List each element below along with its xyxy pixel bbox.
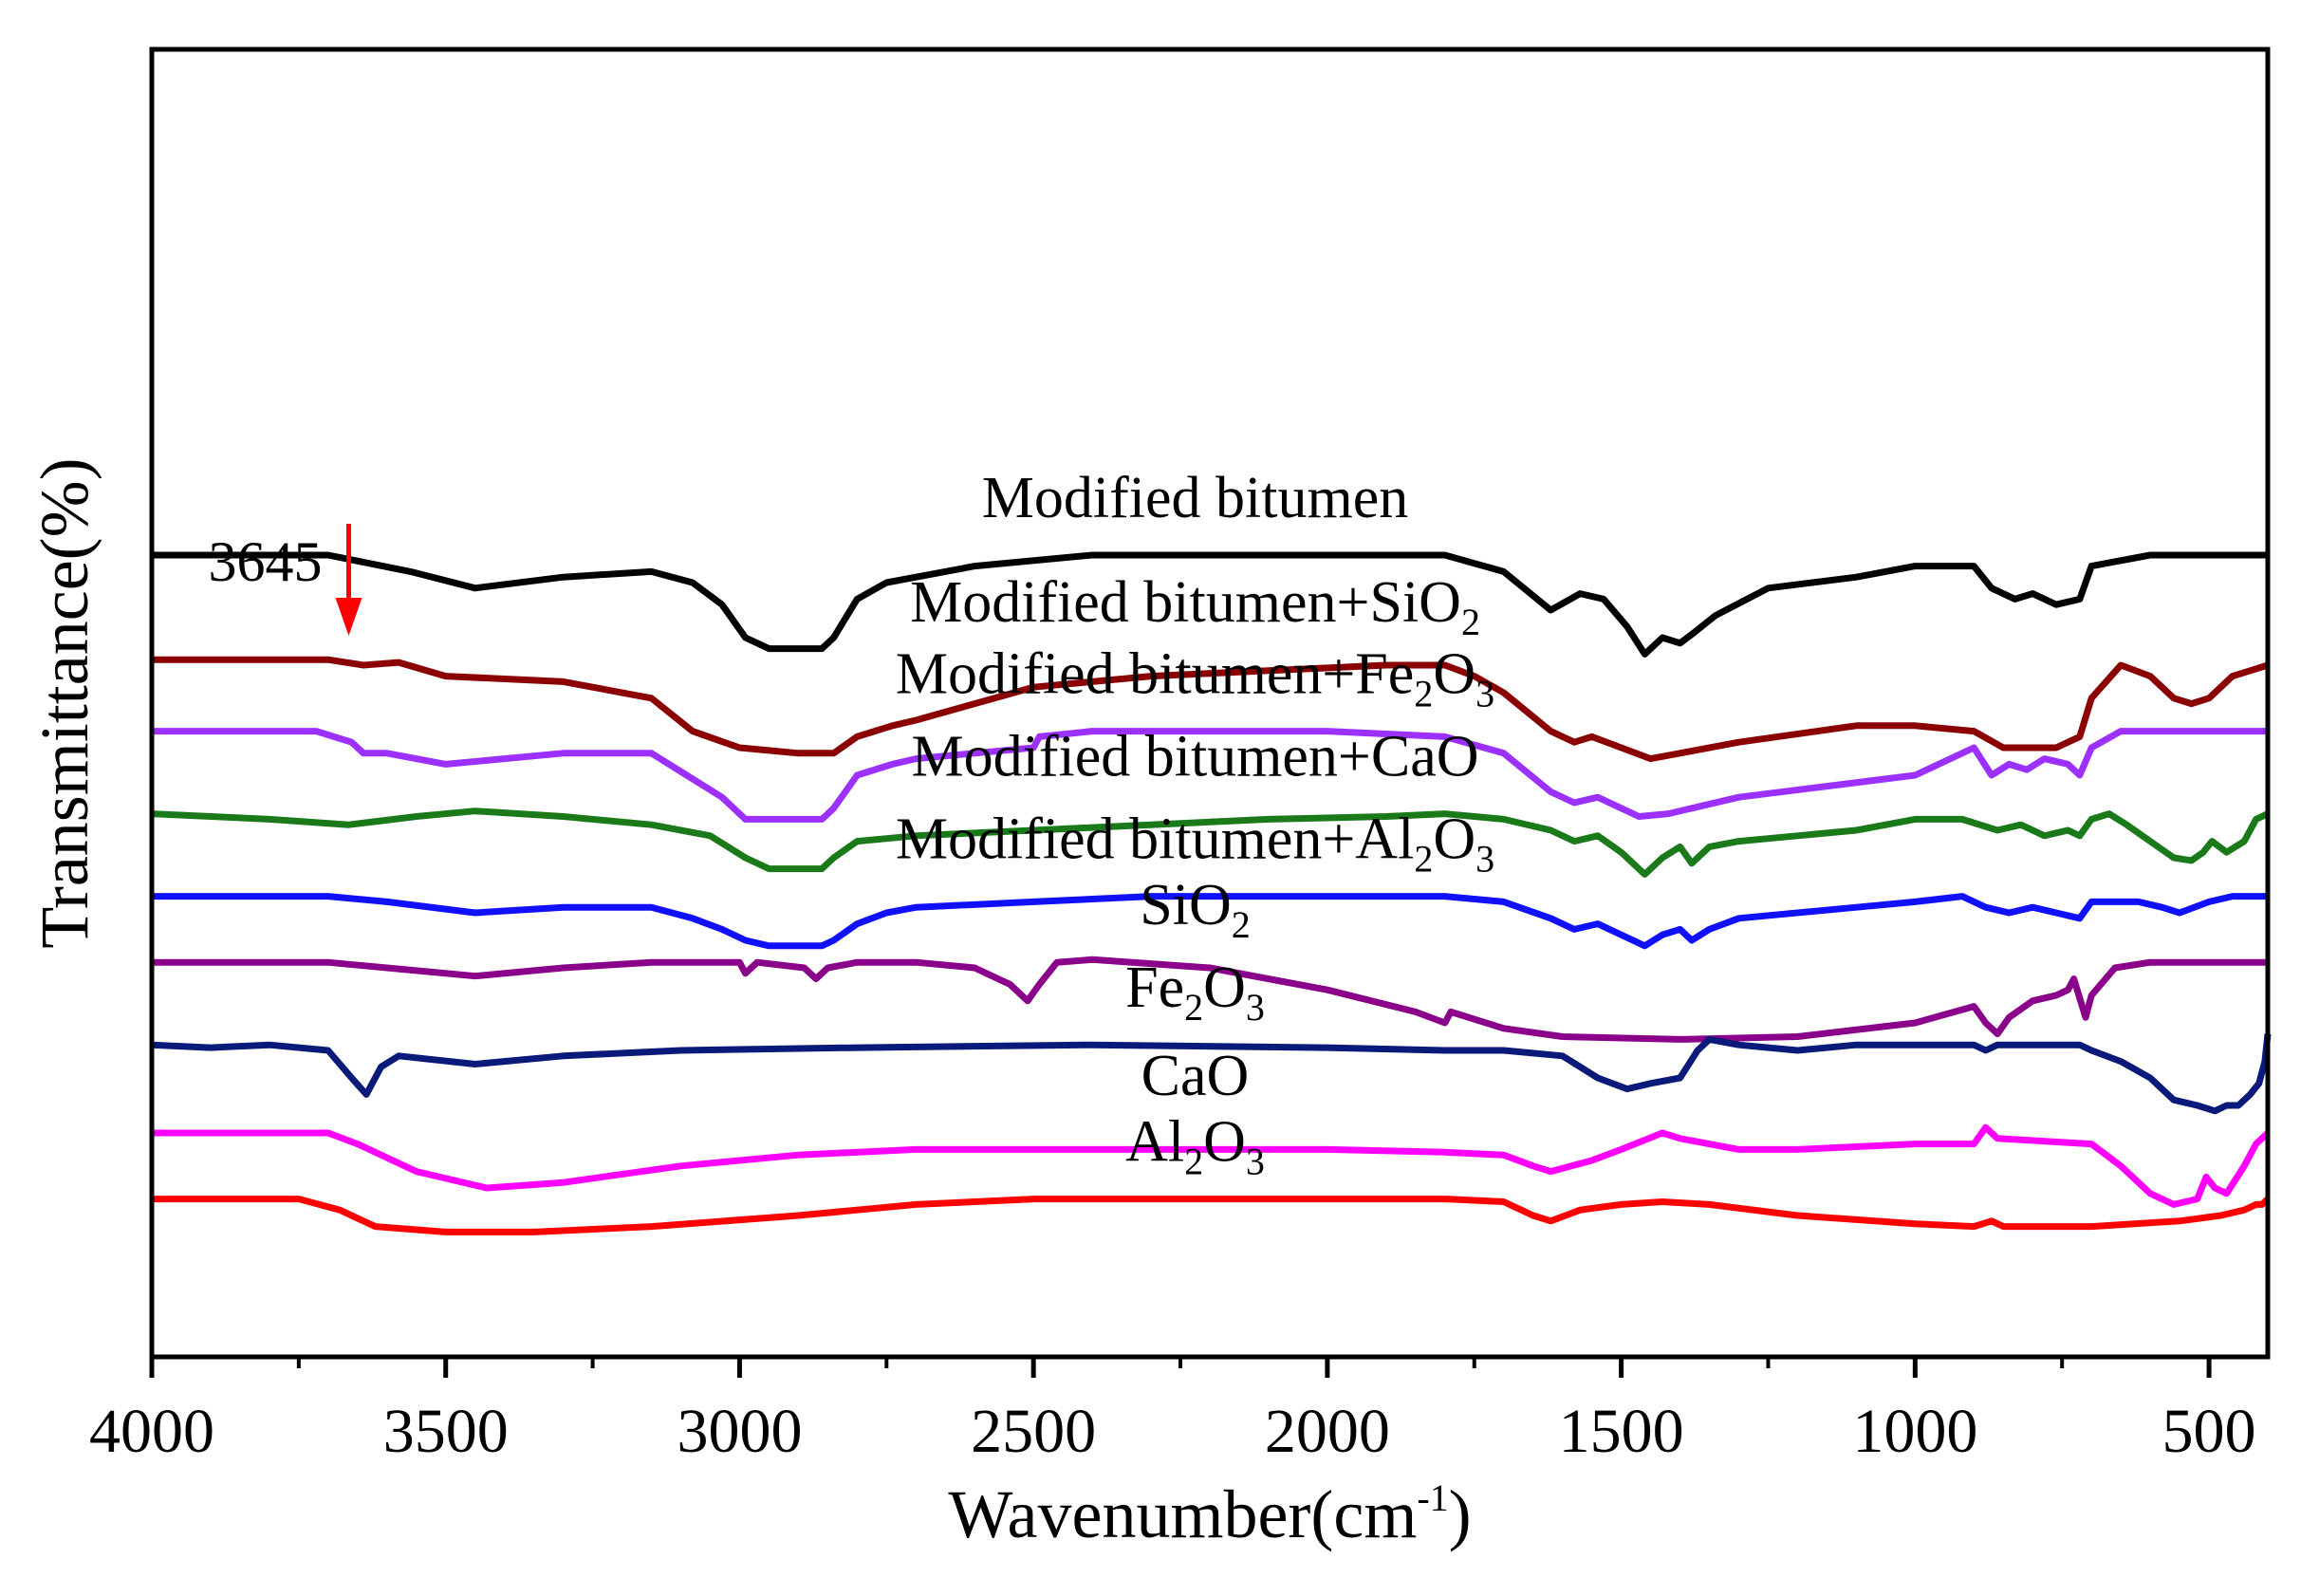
annotation-group: 3645 (209, 524, 362, 636)
x-tick-label: 3000 (677, 1397, 802, 1466)
series-label-modified-bitumen-fe2o3: Modified bitumen+Fe2O3 (896, 642, 1494, 715)
x-tick-label: 500 (2162, 1397, 2256, 1466)
x-tick-label: 3500 (383, 1397, 509, 1466)
series-line-modified-bitumen-al2o3 (152, 893, 2268, 950)
series-label-al2o3: Al2O3 (1125, 1110, 1265, 1183)
x-axis-ticks: 4000 3500 3000 2500 2000 1500 1000 500 (89, 1357, 2256, 1466)
x-tick-label: 1500 (1559, 1397, 1684, 1466)
series-curves (151, 551, 2272, 1235)
annotation-label: 3645 (209, 530, 323, 593)
series-label-modified-bitumen: Modified bitumen (982, 466, 1408, 530)
series-label-modified-bitumen-cao: Modified bitumen+CaO (911, 725, 1478, 789)
series-line-al2o3 (152, 1196, 2271, 1235)
x-tick-label: 1000 (1852, 1397, 1977, 1466)
series-label-sio2: SiO2 (1140, 873, 1250, 946)
series-line-modified-bitumen-cao (151, 807, 2270, 878)
series-line-modified-bitumen (152, 551, 2268, 658)
x-tick-label: 2500 (971, 1397, 1096, 1466)
x-axis-title: Wavenumber(cm-1) (948, 1476, 1471, 1552)
series-line-sio2 (152, 956, 2268, 1043)
x-tick-label: 2000 (1265, 1397, 1390, 1466)
series-line-modified-bitumen-fe2o3 (152, 728, 2268, 823)
x-tick-label: 4000 (89, 1397, 214, 1466)
series-label-modified-bitumen-al2o3: Modified bitumen+Al2O3 (896, 807, 1494, 881)
y-axis-title: Transmittance(%) (27, 457, 102, 948)
series-label-cao: CaO (1141, 1044, 1250, 1108)
annotation-arrow-head (335, 598, 362, 636)
series-line-cao (152, 1123, 2271, 1208)
series-line-modified-bitumen-sio2 (152, 656, 2270, 763)
series-label-modified-bitumen-sio2: Modified bitumen+SiO2 (910, 570, 1480, 643)
plot-frame (149, 46, 2271, 1360)
series-label-fe2o3: Fe2O3 (1125, 956, 1265, 1029)
series-line-fe2o3 (151, 1033, 2272, 1115)
